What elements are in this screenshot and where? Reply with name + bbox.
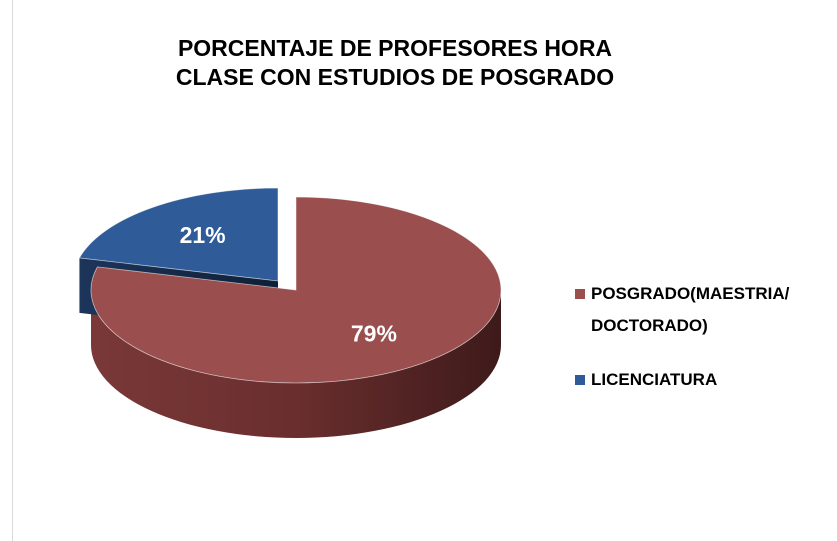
pie-slice bbox=[90, 196, 502, 384]
frame-line bbox=[12, 0, 13, 541]
legend-swatch bbox=[575, 289, 585, 299]
slice-side-wall bbox=[91, 290, 501, 438]
pie-slice bbox=[78, 187, 279, 282]
data-label: 21% bbox=[180, 222, 226, 248]
data-label: 79% bbox=[351, 321, 397, 347]
legend-swatch bbox=[575, 375, 585, 385]
legend: POSGRADO(MAESTRIA/ DOCTORADO) LICENCIATUR… bbox=[575, 278, 825, 396]
legend-label: POSGRADO(MAESTRIA/ DOCTORADO) bbox=[591, 284, 790, 335]
legend-label: LICENCIATURA bbox=[591, 370, 718, 389]
legend-item: LICENCIATURA bbox=[575, 364, 825, 396]
legend-item: POSGRADO(MAESTRIA/ DOCTORADO) bbox=[575, 278, 825, 342]
chart-title: PORCENTAJE DE PROFESORES HORA CLASE CON … bbox=[175, 35, 615, 90]
